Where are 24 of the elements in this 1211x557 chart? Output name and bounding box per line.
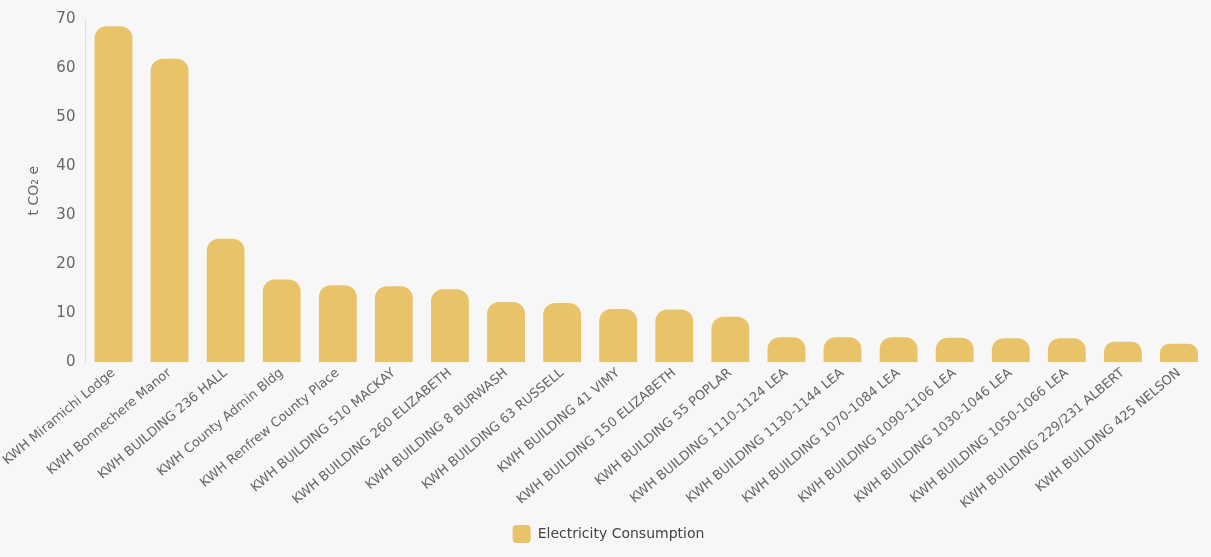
bar — [206, 238, 245, 363]
bar — [94, 26, 133, 363]
bar — [599, 308, 638, 363]
y-tick-label: 50 — [56, 106, 76, 125]
bar — [150, 58, 189, 363]
bar — [711, 316, 750, 363]
y-tick-label: 60 — [56, 57, 76, 76]
y-tick-label: 0 — [65, 352, 76, 371]
bar — [487, 302, 525, 363]
y-tick-label: 40 — [56, 156, 76, 175]
y-tick-label: 30 — [56, 205, 76, 224]
bar — [1160, 343, 1198, 363]
y-tick-label: 70 — [56, 8, 76, 27]
y-tick-label: 20 — [56, 254, 76, 273]
bar — [543, 303, 582, 363]
y-axis-title: t CO₂ e — [24, 165, 41, 216]
bar — [262, 279, 301, 363]
bar — [655, 309, 694, 363]
y-tick-label: 10 — [56, 303, 76, 322]
legend-label: Electricity Consumption — [537, 524, 705, 541]
bar — [318, 285, 357, 363]
bar — [1103, 341, 1142, 363]
bar — [431, 289, 469, 363]
bar — [374, 286, 413, 363]
